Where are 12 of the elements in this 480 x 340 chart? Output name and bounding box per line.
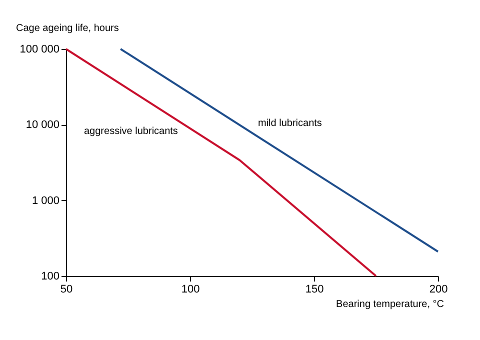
y-tick-label: 1 000 [32, 194, 60, 207]
y-tick-label: 100 000 [20, 44, 60, 56]
y-axis-title: Cage ageing life, hours [16, 23, 119, 34]
y-tick-label: 100 [41, 270, 60, 282]
annotation: mild lubricants [258, 118, 322, 129]
x-tick-label: 150 [305, 284, 324, 296]
x-tick-label: 100 [181, 284, 200, 296]
x-tick-label: 50 [60, 284, 73, 296]
x-axis-title: Bearing temperature, °C [336, 299, 444, 310]
x-tick-label: 200 [429, 284, 448, 296]
annotation: aggressive lubricants [84, 126, 178, 137]
y-tick-label: 10 000 [26, 119, 60, 132]
